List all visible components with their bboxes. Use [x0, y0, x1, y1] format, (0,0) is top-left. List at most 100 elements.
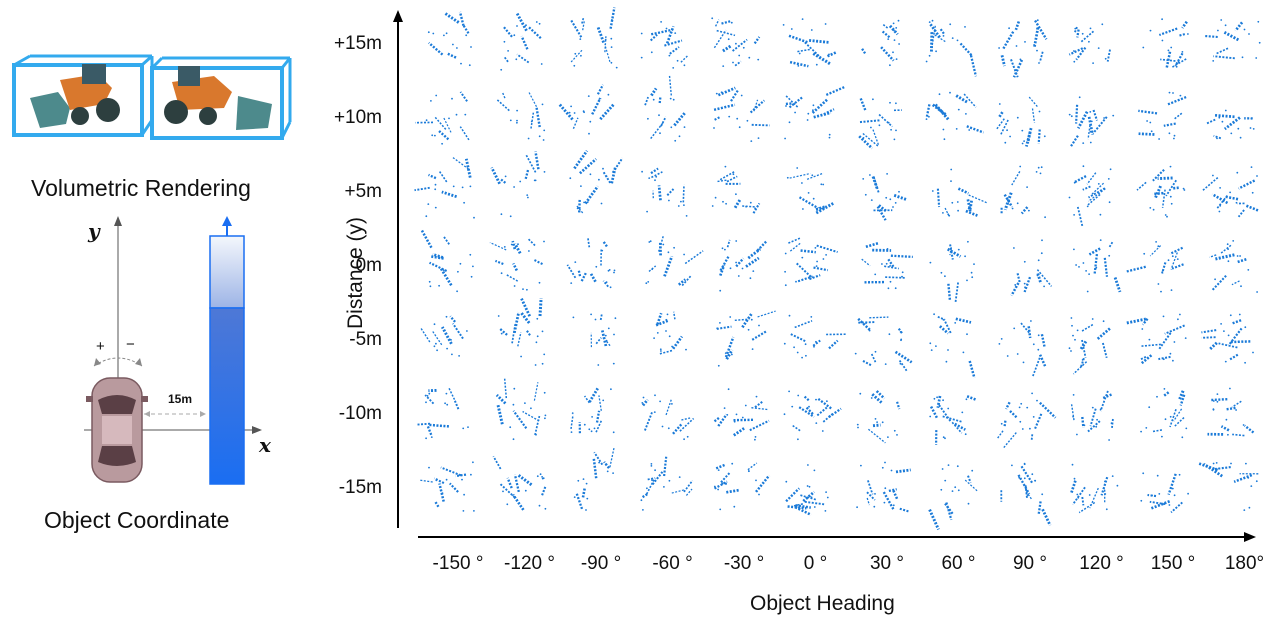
point-cloud-cell	[1207, 387, 1255, 437]
point-cloud-stroke	[866, 497, 871, 506]
point-cloud-dot	[1112, 114, 1115, 117]
point-cloud-dot	[954, 322, 957, 324]
point-cloud-cell	[1142, 18, 1189, 69]
point-cloud-stroke	[713, 103, 736, 112]
point-cloud-dot	[591, 416, 593, 418]
point-cloud-stroke	[726, 239, 731, 248]
point-cloud-dot	[1076, 329, 1079, 332]
x-axis-label: x	[259, 433, 271, 457]
point-cloud-dot	[797, 438, 799, 441]
point-cloud-stroke	[726, 488, 741, 494]
point-cloud-stroke	[1027, 326, 1032, 339]
point-cloud-stroke	[967, 475, 972, 483]
point-cloud-dot	[1036, 49, 1038, 52]
point-cloud-dot	[1179, 94, 1182, 97]
point-cloud-cell	[653, 311, 687, 355]
point-cloud-dot	[509, 426, 512, 429]
point-cloud-dot	[965, 113, 967, 115]
point-cloud-dot	[1091, 406, 1094, 409]
point-cloud-dot	[893, 429, 896, 432]
point-cloud-dot	[434, 183, 437, 186]
point-cloud-dot	[509, 119, 512, 122]
point-cloud-dot	[1216, 137, 1218, 140]
point-cloud-stroke	[599, 313, 603, 321]
point-cloud-stroke	[459, 91, 468, 102]
point-cloud-dot	[668, 335, 671, 338]
point-cloud-cell	[856, 461, 911, 513]
point-cloud-dot	[746, 119, 749, 122]
point-cloud-stroke	[602, 171, 612, 184]
point-cloud-stroke	[1152, 168, 1165, 182]
point-cloud-dot	[504, 175, 507, 178]
point-cloud-dot	[1241, 56, 1244, 59]
point-cloud-dot	[580, 54, 582, 57]
point-cloud-dot	[441, 142, 443, 145]
point-cloud-stroke	[598, 395, 602, 411]
point-cloud-dot	[445, 392, 448, 395]
point-cloud-dot	[614, 317, 617, 320]
point-cloud-stroke	[570, 414, 574, 430]
point-cloud-dot	[1043, 285, 1045, 288]
point-cloud-dot	[533, 179, 536, 182]
point-cloud-stroke	[804, 41, 821, 58]
point-cloud-dot	[527, 137, 530, 140]
point-cloud-dot	[1040, 166, 1043, 169]
point-cloud-stroke	[420, 229, 433, 249]
point-cloud-stroke	[1218, 342, 1238, 349]
point-cloud-cell	[997, 392, 1057, 449]
point-cloud-dot	[735, 42, 737, 45]
point-cloud-stroke	[803, 395, 810, 402]
point-cloud-dot	[609, 286, 612, 289]
point-cloud-stroke	[538, 298, 543, 317]
point-cloud-stroke	[669, 46, 680, 55]
y-axis-label: y	[88, 219, 100, 243]
point-cloud-dot	[500, 332, 503, 335]
heading-tick-label: 180°	[1224, 553, 1265, 574]
point-cloud-dot	[612, 431, 615, 434]
point-cloud-stroke	[875, 390, 886, 400]
point-cloud-stroke	[595, 337, 602, 345]
point-cloud-stroke	[420, 327, 431, 343]
point-cloud-dot	[1036, 274, 1039, 277]
point-cloud-dot	[500, 213, 503, 216]
point-cloud-dot	[942, 35, 945, 37]
point-cloud-cell	[496, 91, 546, 141]
point-cloud-dot	[1021, 129, 1024, 132]
point-cloud-dot	[598, 461, 600, 464]
point-cloud-dot	[1256, 291, 1258, 293]
point-cloud-dot	[1141, 328, 1144, 330]
point-cloud-dot	[583, 201, 585, 204]
point-cloud-dot	[1183, 189, 1186, 191]
point-cloud-dot	[887, 287, 890, 290]
point-cloud-dot	[870, 199, 873, 202]
point-cloud-stroke	[805, 406, 814, 415]
point-cloud-stroke	[1178, 33, 1186, 37]
point-cloud-dot	[1218, 210, 1221, 213]
point-cloud-stroke	[429, 261, 448, 272]
point-cloud-cell	[641, 394, 695, 441]
point-cloud-dot	[610, 61, 613, 64]
point-cloud-stroke	[865, 241, 880, 249]
point-cloud-stroke	[959, 42, 974, 57]
point-cloud-cell	[713, 388, 770, 441]
point-cloud-dot	[943, 138, 946, 141]
point-cloud-dot	[928, 115, 930, 118]
point-cloud-dot	[457, 270, 459, 273]
point-cloud-stroke	[999, 119, 1009, 136]
point-cloud-dot	[971, 276, 974, 279]
point-cloud-dot	[430, 436, 433, 438]
point-cloud-stroke	[1099, 390, 1109, 412]
point-cloud-dot	[651, 479, 653, 481]
point-cloud-dot	[1074, 338, 1076, 341]
point-cloud-stroke	[785, 95, 799, 109]
point-cloud-stroke	[1179, 394, 1186, 406]
point-cloud-stroke	[1003, 420, 1007, 428]
point-cloud-dot	[1019, 165, 1022, 168]
point-cloud-cell	[419, 461, 475, 512]
point-cloud-stroke	[1163, 122, 1176, 127]
point-cloud-dot	[1082, 165, 1085, 168]
point-cloud-dot	[1149, 207, 1152, 209]
point-cloud-dot	[1245, 462, 1247, 465]
point-cloud-dot	[1218, 116, 1221, 119]
point-cloud-dot	[472, 461, 474, 464]
